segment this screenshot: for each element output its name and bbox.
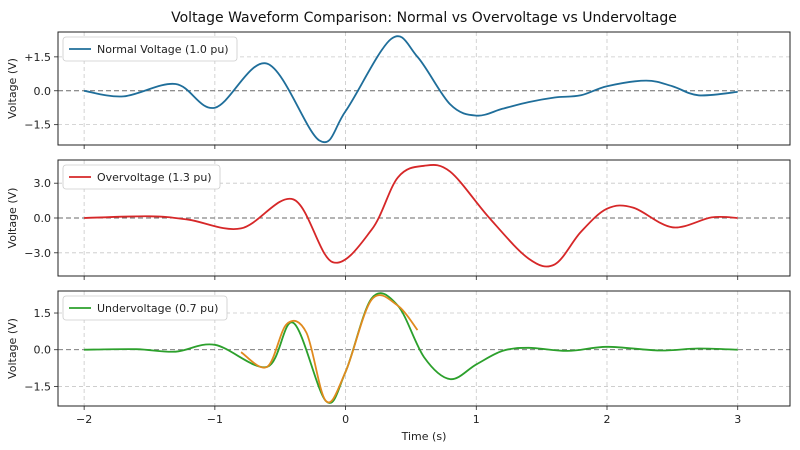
panel-2: −3.0 0.0 3.0 Voltage (V) Overvoltage (1.3 pu… (6, 159, 791, 280)
legend-box (62, 164, 221, 190)
legend: Normal Voltage (1.0 pu) (62, 36, 238, 62)
series-line-2-1 (84, 164, 738, 268)
legend-label: Overvoltage (1.3 pu) (97, 171, 212, 184)
x-tick-label: 1 (473, 413, 480, 426)
x-tick-label: −2 (76, 413, 92, 426)
x-tick-label: 0 (342, 413, 349, 426)
legend-label: Normal Voltage (1.0 pu) (97, 43, 229, 56)
axes-frame (57, 290, 791, 407)
y-axis-label: Voltage (V) (6, 58, 19, 119)
y-axis-label: Voltage (V) (6, 318, 19, 379)
axes-frame (57, 31, 791, 146)
y-tick-label: 0.0 (34, 344, 52, 357)
x-tick-label: 3 (734, 413, 741, 426)
y-tick-label: −3.0 (24, 247, 51, 260)
y-tick-label: 1.5 (34, 307, 52, 320)
y-tick-label: 3.0 (34, 177, 52, 190)
series-line-1-1 (83, 35, 738, 144)
y-tick-label: 0.0 (34, 85, 52, 98)
series-line-3-2 (240, 294, 419, 404)
legend-box (62, 36, 238, 62)
legend: Undervoltage (0.7 pu) (62, 295, 228, 321)
series-line-3-1 (84, 292, 738, 404)
x-tick-label: −1 (207, 413, 223, 426)
legend: Overvoltage (1.3 pu) (62, 164, 221, 190)
y-tick-label: −1.5 (24, 380, 51, 393)
x-tick-label: 2 (604, 413, 611, 426)
x-axis-label: Time (s) (401, 430, 447, 443)
legend-label: Undervoltage (0.7 pu) (97, 302, 218, 315)
y-axis-label: Voltage (V) (6, 188, 19, 249)
y-tick-label: +1.5 (24, 51, 51, 64)
panel-3: −2 −1 0 1 2 3 −1.5 0.0 1.5 Voltage (V) Undervoltag… (6, 290, 791, 426)
chart-title: Voltage Waveform Comparison: Normal vs O… (171, 10, 677, 26)
axes-frame (57, 159, 791, 277)
y-tick-label: −1.5 (24, 119, 51, 132)
panel-1: −1.5 0.0 +1.5 Voltage (V) Normal Voltage (1.… (6, 31, 791, 149)
legend-box (62, 295, 228, 321)
chart-panels: −1.5 0.0 +1.5 Voltage (V) Normal Voltage (1.… (6, 31, 791, 426)
y-tick-label: 0.0 (34, 212, 52, 225)
